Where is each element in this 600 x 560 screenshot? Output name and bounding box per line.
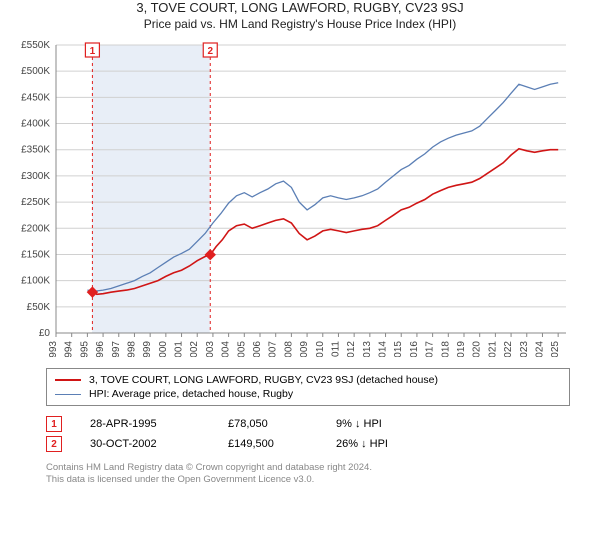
x-tick-label: 1997 [111, 341, 122, 357]
footer-line-1: Contains HM Land Registry data © Crown c… [46, 462, 570, 474]
y-tick-label: £200K [21, 223, 50, 234]
x-tick-label: 2022 [503, 341, 514, 357]
y-tick-label: £150K [21, 249, 50, 260]
sale-date: 28-APR-1995 [90, 418, 200, 430]
x-tick-label: 2014 [378, 341, 389, 357]
x-tick-label: 2008 [283, 341, 294, 357]
legend: 3, TOVE COURT, LONG LAWFORD, RUGBY, CV23… [46, 368, 570, 406]
x-tick-label: 2004 [221, 341, 232, 357]
y-tick-label: £500K [21, 66, 50, 77]
page-title: 3, TOVE COURT, LONG LAWFORD, RUGBY, CV23… [0, 0, 600, 15]
x-tick-label: 2012 [346, 341, 357, 357]
y-tick-label: £350K [21, 145, 50, 156]
x-tick-label: 2016 [409, 341, 420, 357]
x-tick-label: 2007 [268, 341, 279, 357]
x-tick-label: 2006 [252, 341, 263, 357]
x-tick-label: 2015 [393, 341, 404, 357]
x-tick-label: 2009 [299, 341, 310, 357]
sale-price: £78,050 [228, 418, 308, 430]
x-tick-label: 1998 [126, 341, 137, 357]
x-tick-label: 2013 [362, 341, 373, 357]
y-tick-label: £100K [21, 276, 50, 287]
y-tick-label: £250K [21, 197, 50, 208]
x-tick-label: 2023 [519, 341, 530, 357]
y-tick-label: £400K [21, 119, 50, 130]
x-tick-label: 2003 [205, 341, 216, 357]
x-tick-label: 1999 [142, 341, 153, 357]
sale-price: £149,500 [228, 438, 308, 450]
legend-row: HPI: Average price, detached house, Rugb… [55, 387, 561, 401]
y-tick-label: £550K [21, 40, 50, 51]
shade-band [92, 45, 210, 333]
sale-row-marker: 2 [46, 436, 62, 452]
sales-table: 1 28-APR-1995 £78,050 9% ↓ HPI 2 30-OCT-2002 £… [46, 414, 570, 454]
x-tick-label: 2001 [174, 341, 185, 357]
sale-row-marker: 1 [46, 416, 62, 432]
chart-svg: £0 £50K £100K £150K £200K £250K £300K £350K £400… [10, 37, 570, 357]
y-tick-label: £0 [39, 328, 51, 339]
footer-line-2: This data is licensed under the Open Gov… [46, 474, 570, 486]
x-tick-label: 1994 [64, 341, 75, 357]
x-tick-label: 2019 [456, 341, 467, 357]
x-tick-label: 2025 [550, 341, 561, 357]
legend-swatch [55, 379, 81, 381]
sale-diff: 26% ↓ HPI [336, 438, 388, 450]
sale-date: 30-OCT-2002 [90, 438, 200, 450]
x-tick-label: 2002 [189, 341, 200, 357]
x-tick-label: 2005 [236, 341, 247, 357]
x-tick-label: 1993 [48, 341, 59, 357]
sale-diff: 9% ↓ HPI [336, 418, 382, 430]
sale-marker-label: 1 [90, 46, 96, 57]
y-tick-label: £50K [27, 302, 51, 313]
x-tick-label: 2000 [158, 341, 169, 357]
legend-label: 3, TOVE COURT, LONG LAWFORD, RUGBY, CV23… [89, 374, 438, 386]
legend-swatch [55, 394, 81, 395]
price-chart: £0 £50K £100K £150K £200K £250K £300K £350K £400… [10, 37, 590, 362]
page-subtitle: Price paid vs. HM Land Registry's House … [0, 17, 600, 31]
x-tick-label: 1995 [79, 341, 90, 357]
x-tick-label: 2010 [315, 341, 326, 357]
x-tick-label: 2021 [487, 341, 498, 357]
footer-attribution: Contains HM Land Registry data © Crown c… [46, 462, 570, 487]
x-tick-label: 2011 [330, 341, 341, 357]
x-tick-label: 2024 [534, 341, 545, 357]
y-tick-label: £450K [21, 92, 50, 103]
x-tick-label: 1996 [95, 341, 106, 357]
sale-row: 2 30-OCT-2002 £149,500 26% ↓ HPI [46, 434, 570, 454]
sale-marker-label: 2 [207, 46, 213, 57]
x-tick-label: 2020 [472, 341, 483, 357]
x-tick-label: 2018 [440, 341, 451, 357]
legend-row: 3, TOVE COURT, LONG LAWFORD, RUGBY, CV23… [55, 373, 561, 387]
legend-label: HPI: Average price, detached house, Rugb… [89, 388, 293, 400]
x-tick-label: 2017 [425, 341, 436, 357]
sale-row: 1 28-APR-1995 £78,050 9% ↓ HPI [46, 414, 570, 434]
y-tick-label: £300K [21, 171, 50, 182]
